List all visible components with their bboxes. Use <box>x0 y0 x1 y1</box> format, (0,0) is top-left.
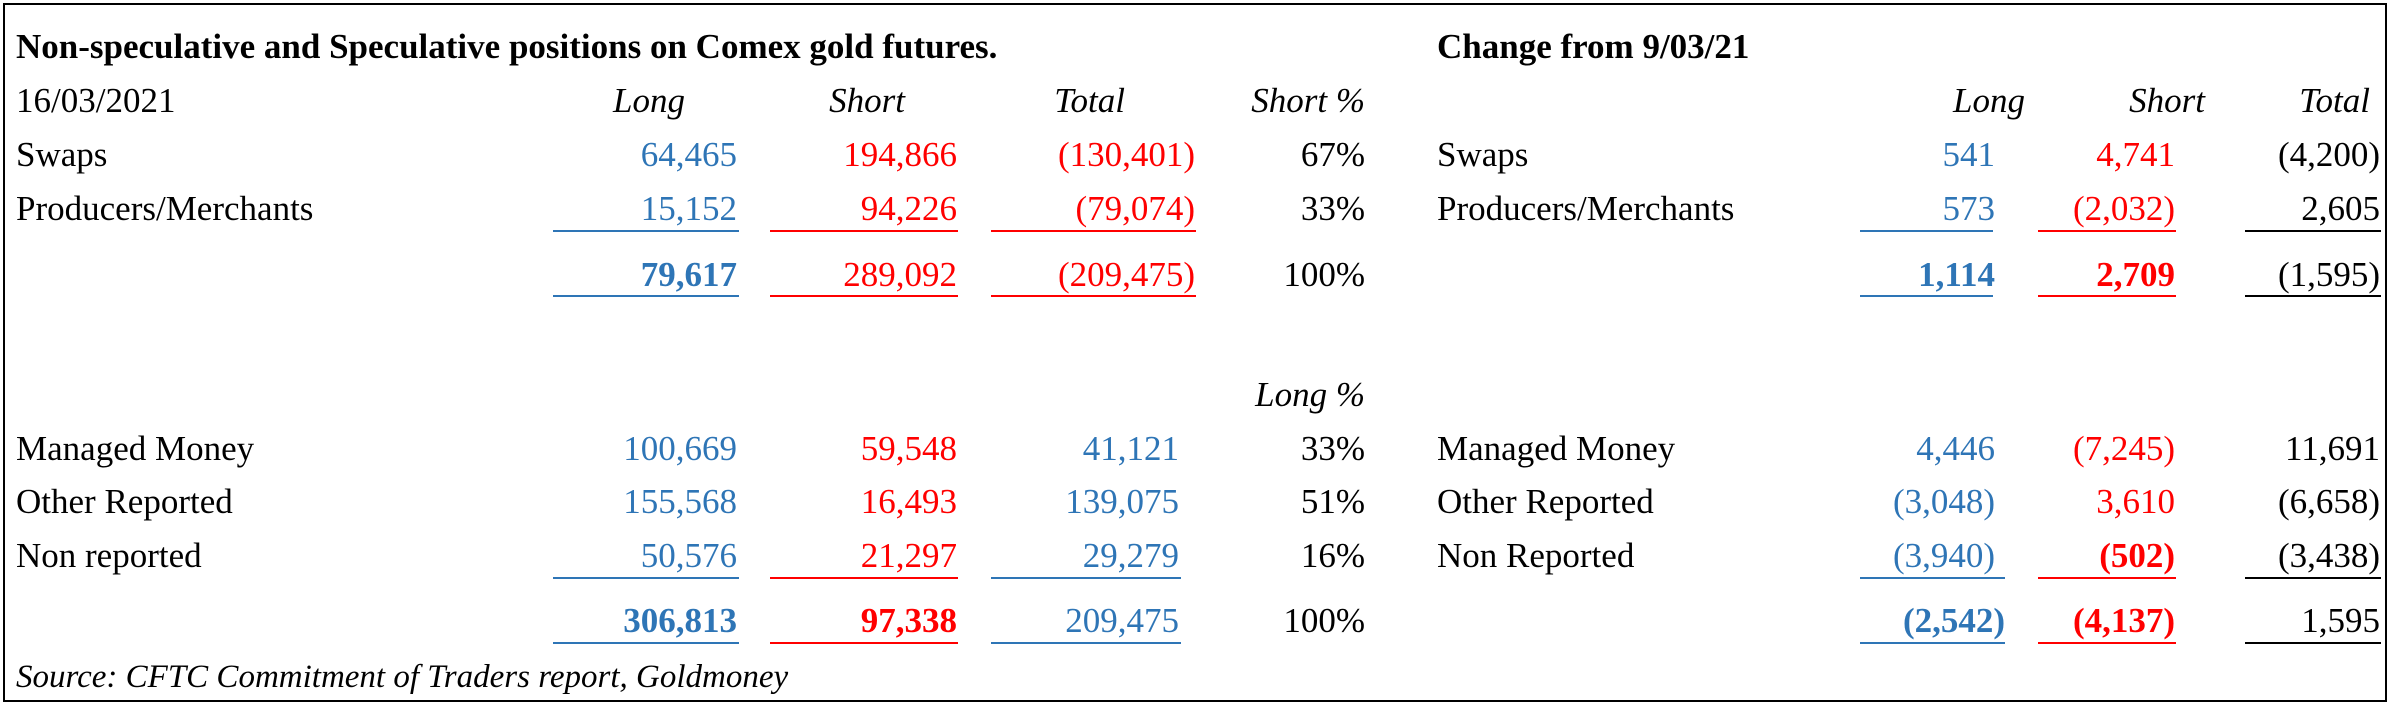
long-value: 155,568 <box>623 482 737 521</box>
divider <box>2245 230 2381 232</box>
divider <box>2038 295 2176 297</box>
positions-table: Non-speculative and Speculative position… <box>3 3 2387 702</box>
header-short-pct: Short % <box>1251 81 1365 120</box>
header-total: Total <box>1054 81 1125 120</box>
divider <box>553 642 739 644</box>
divider <box>991 642 1181 644</box>
pct-value: 16% <box>1300 536 1365 575</box>
short-value: 16,493 <box>860 482 957 521</box>
header-long: Long <box>613 81 685 120</box>
divider <box>2245 295 2381 297</box>
long-total: (2,542) <box>1902 601 2005 640</box>
short-value: (7,245) <box>2072 429 2175 468</box>
divider <box>2245 642 2381 644</box>
short-value: (502) <box>2099 536 2175 575</box>
row-label: Other Reported <box>1437 482 1654 521</box>
short-value: 194,866 <box>843 135 957 174</box>
change-header-short: Short <box>2129 81 2205 120</box>
total-value: 29,279 <box>1082 536 1179 575</box>
change-title: Change from 9/03/21 <box>1437 27 1750 66</box>
divider <box>1860 230 1993 232</box>
divider <box>991 230 1196 232</box>
long-value: 15,152 <box>640 189 737 228</box>
total-value: 2,605 <box>2301 189 2380 228</box>
total-value: (3,438) <box>2277 536 2380 575</box>
short-total: 289,092 <box>843 255 957 294</box>
divider <box>553 230 739 232</box>
change-header-total: Total <box>2299 81 2370 120</box>
long-value: 4,446 <box>1916 429 1995 468</box>
long-total: 306,813 <box>623 601 737 640</box>
short-value: 21,297 <box>860 536 957 575</box>
divider <box>1860 577 2005 579</box>
divider <box>553 295 739 297</box>
divider <box>770 295 958 297</box>
row-label: Non reported <box>16 536 202 575</box>
divider <box>2038 230 2176 232</box>
total-total: (209,475) <box>1057 255 1195 294</box>
short-value: 3,610 <box>2096 482 2175 521</box>
table-title: Non-speculative and Speculative position… <box>16 27 998 66</box>
change-header-long: Long <box>1953 81 2025 120</box>
short-value: 94,226 <box>860 189 957 228</box>
long-value: 100,669 <box>623 429 737 468</box>
total-value: (79,074) <box>1075 189 1195 228</box>
long-value: (3,048) <box>1892 482 1995 521</box>
divider <box>1860 295 1993 297</box>
divider <box>553 577 739 579</box>
short-total: (4,137) <box>2072 601 2175 640</box>
long-value: 573 <box>1942 189 1996 228</box>
total-value: (130,401) <box>1057 135 1195 174</box>
header-long-pct: Long % <box>1255 375 1365 414</box>
divider <box>2038 642 2176 644</box>
total-total: (1,595) <box>2277 255 2380 294</box>
row-label: Managed Money <box>1437 429 1676 468</box>
pct-value: 51% <box>1300 482 1365 521</box>
short-total: 97,338 <box>860 601 957 640</box>
total-total: 1,595 <box>2301 601 2380 640</box>
divider <box>2245 577 2381 579</box>
total-value: (6,658) <box>2277 482 2380 521</box>
report-date: 16/03/2021 <box>16 81 176 120</box>
source-note: Source: CFTC Commitment of Traders repor… <box>16 659 789 695</box>
long-value: (3,940) <box>1892 536 1995 575</box>
short-value: 59,548 <box>860 429 957 468</box>
row-label: Non Reported <box>1437 536 1635 575</box>
long-total: 79,617 <box>640 255 737 294</box>
divider <box>991 295 1196 297</box>
pct-total: 100% <box>1283 255 1365 294</box>
row-label: Swaps <box>16 135 108 174</box>
header-short: Short <box>829 81 905 120</box>
total-value: 139,075 <box>1065 482 1179 521</box>
divider <box>1860 642 2005 644</box>
row-label: Producers/Merchants <box>1437 189 1735 228</box>
divider <box>770 577 958 579</box>
divider <box>770 230 958 232</box>
long-value: 50,576 <box>640 536 737 575</box>
divider <box>2038 577 2176 579</box>
pct-value: 67% <box>1300 135 1365 174</box>
long-total: 1,114 <box>1918 255 1995 294</box>
pct-value: 33% <box>1300 429 1365 468</box>
short-value: 4,741 <box>2096 135 2175 174</box>
row-label: Producers/Merchants <box>16 189 314 228</box>
row-label: Other Reported <box>16 482 233 521</box>
pct-total: 100% <box>1283 601 1365 640</box>
divider <box>770 642 958 644</box>
row-label: Managed Money <box>16 429 255 468</box>
pct-value: 33% <box>1300 189 1365 228</box>
short-total: 2,709 <box>2096 255 2175 294</box>
long-value: 541 <box>1942 135 1996 174</box>
row-label: Swaps <box>1437 135 1529 174</box>
total-value: 11,691 <box>2285 429 2380 468</box>
total-value: 41,121 <box>1082 429 1179 468</box>
total-total: 209,475 <box>1065 601 1179 640</box>
total-value: (4,200) <box>2277 135 2380 174</box>
long-value: 64,465 <box>640 135 737 174</box>
divider <box>991 577 1181 579</box>
short-value: (2,032) <box>2072 189 2175 228</box>
